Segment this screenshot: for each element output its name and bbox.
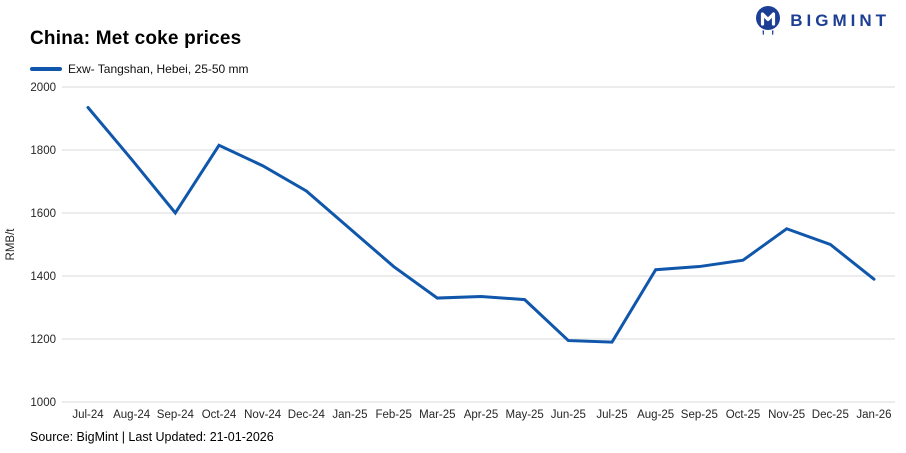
chart-title: China: Met coke prices bbox=[30, 28, 242, 49]
y-axis-tick-label: 1000 bbox=[30, 397, 56, 409]
x-axis-tick-label: Nov-25 bbox=[768, 409, 805, 421]
x-axis-tick-label: Nov-24 bbox=[244, 409, 282, 421]
x-axis-tick-label: Sep-25 bbox=[681, 409, 718, 421]
y-axis-tick-label: 1400 bbox=[30, 271, 56, 283]
x-axis-tick-label: Jun-25 bbox=[551, 409, 586, 421]
x-axis-tick-label: Jan-26 bbox=[856, 409, 891, 421]
chart-legend: Exw- Tangshan, Hebei, 25-50 mm bbox=[30, 62, 249, 76]
x-axis-tick-label: Apr-25 bbox=[464, 409, 499, 421]
y-axis-tick-label: 2000 bbox=[30, 82, 56, 94]
x-axis-tick-label: May-25 bbox=[505, 409, 543, 421]
source-note: Source: BigMint | Last Updated: 21-01-20… bbox=[30, 430, 274, 444]
x-axis-tick-label: Feb-25 bbox=[375, 409, 411, 421]
y-axis-tick-label: 1800 bbox=[30, 145, 56, 157]
y-axis-tick-label: 1200 bbox=[30, 334, 56, 346]
x-axis-tick-label: Jul-25 bbox=[596, 409, 627, 421]
bigmint-owl-icon bbox=[756, 6, 781, 35]
x-axis-tick-label: Jan-25 bbox=[332, 409, 367, 421]
price-chart: 1000 1200 1400 1600 1800 2000 RMB/t Jul-24 Aug-2… bbox=[0, 80, 906, 430]
legend-series-label: Exw- Tangshan, Hebei, 25-50 mm bbox=[68, 62, 249, 76]
x-axis-tick-label: Aug-25 bbox=[637, 409, 674, 421]
legend-line-swatch bbox=[30, 67, 62, 71]
x-axis-tick-label: Dec-24 bbox=[288, 409, 326, 421]
y-axis-title: RMB/t bbox=[5, 228, 17, 261]
x-axis-tick-label: Oct-25 bbox=[726, 409, 761, 421]
x-axis-tick-label: Mar-25 bbox=[419, 409, 455, 421]
y-axis-tick-label: 1600 bbox=[30, 208, 56, 220]
price-chart-canvas: 1000 1200 1400 1600 1800 2000 RMB/t Jul-24 Aug-2… bbox=[5, 82, 895, 421]
x-axis-tick-label: Sep-24 bbox=[157, 409, 195, 421]
brand-name: BIGMINT bbox=[790, 10, 890, 30]
x-axis-tick-label: Jul-24 bbox=[72, 409, 104, 421]
x-axis-tick-label: Aug-24 bbox=[113, 409, 151, 421]
x-axis-tick-label: Oct-24 bbox=[202, 409, 237, 421]
price-series-line bbox=[86, 105, 876, 344]
x-axis-tick-label: Dec-25 bbox=[812, 409, 849, 421]
bigmint-logo: BIGMINT bbox=[753, 5, 890, 36]
